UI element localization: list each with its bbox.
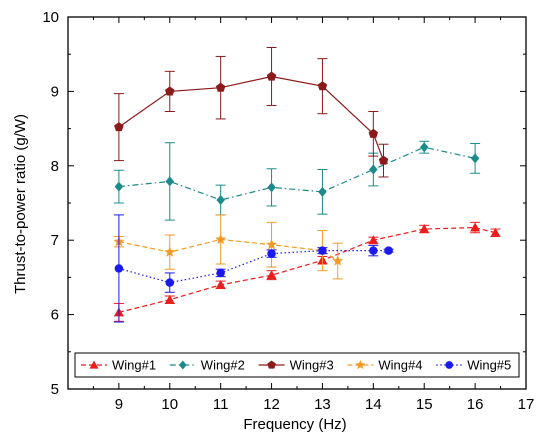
x-axis-title: Frequency (Hz): [243, 416, 346, 433]
data-point: [378, 155, 389, 165]
data-point: [318, 246, 327, 255]
legend: Wing#1 Wing#2 Wing#3 Wing#4 Wing#5: [74, 352, 520, 378]
data-point: [332, 255, 344, 266]
data-point: [490, 227, 501, 237]
x-tick-label: 11: [213, 396, 229, 413]
data-point: [216, 195, 225, 206]
data-point: [114, 181, 124, 192]
data-point: [267, 182, 276, 193]
legend-label: Wing#5: [467, 358, 511, 373]
legend-marker: [89, 360, 99, 369]
series-1: [113, 221, 501, 322]
legend-marker: [445, 361, 454, 369]
x-tick-label: 12: [263, 396, 280, 413]
y-tick-label: 7: [51, 232, 59, 249]
x-tick-label: 9: [115, 396, 123, 413]
series-4: [113, 214, 344, 280]
series-line: [118, 75, 385, 161]
x-tick-label: 10: [161, 396, 178, 413]
y-tick-label: 9: [51, 83, 59, 100]
legend-label: Wing#2: [201, 358, 245, 373]
data-point: [215, 233, 227, 245]
legend-label: Wing#4: [378, 358, 422, 373]
series-line: [118, 146, 476, 201]
x-tick-label: 16: [467, 396, 484, 413]
data-point: [114, 264, 124, 273]
y-tick-label: 5: [51, 381, 59, 398]
legend-label: Wing#3: [290, 358, 334, 373]
data-point: [318, 186, 327, 197]
legend-label: Wing#1: [112, 358, 156, 373]
data-point: [266, 270, 277, 280]
data-point: [164, 294, 175, 304]
data-point: [165, 278, 175, 287]
y-tick-label: 8: [51, 158, 59, 175]
data-point: [266, 238, 278, 250]
x-tick-label: 17: [518, 396, 535, 413]
legend-box: [74, 352, 520, 378]
y-tick-label: 6: [51, 307, 59, 324]
y-tick-label: 10: [42, 9, 59, 26]
data-point: [216, 268, 225, 278]
series-line: [118, 226, 496, 313]
data-point: [215, 82, 226, 92]
data-point: [215, 279, 226, 289]
data-point: [419, 224, 430, 234]
series-line: [118, 238, 339, 262]
legend-marker: [267, 360, 276, 369]
legend-marker: [355, 359, 366, 370]
legend-marker: [178, 360, 187, 370]
y-axis-title: Thrust-to-power ratio (g/W): [12, 114, 29, 294]
series-3: [113, 47, 389, 178]
data-point: [369, 164, 378, 175]
series-2: [113, 140, 481, 221]
data-point: [369, 246, 378, 255]
data-point: [165, 86, 175, 96]
data-point: [267, 249, 276, 258]
x-tick-label: 13: [314, 396, 331, 413]
plot-frame: [67, 16, 527, 390]
data-point: [114, 122, 124, 132]
data-point: [266, 71, 277, 81]
x-tick-label: 14: [365, 396, 382, 413]
data-point: [165, 176, 175, 187]
data-point: [368, 128, 379, 138]
data-point: [368, 235, 379, 245]
data-point: [470, 222, 481, 232]
series-line: [118, 250, 389, 284]
series-5: [113, 214, 394, 323]
x-tick-label: 15: [416, 396, 433, 413]
data-point: [384, 246, 393, 255]
data-point: [164, 246, 176, 257]
data-point: [470, 153, 480, 164]
data-point: [419, 142, 429, 153]
data-point: [317, 81, 328, 91]
